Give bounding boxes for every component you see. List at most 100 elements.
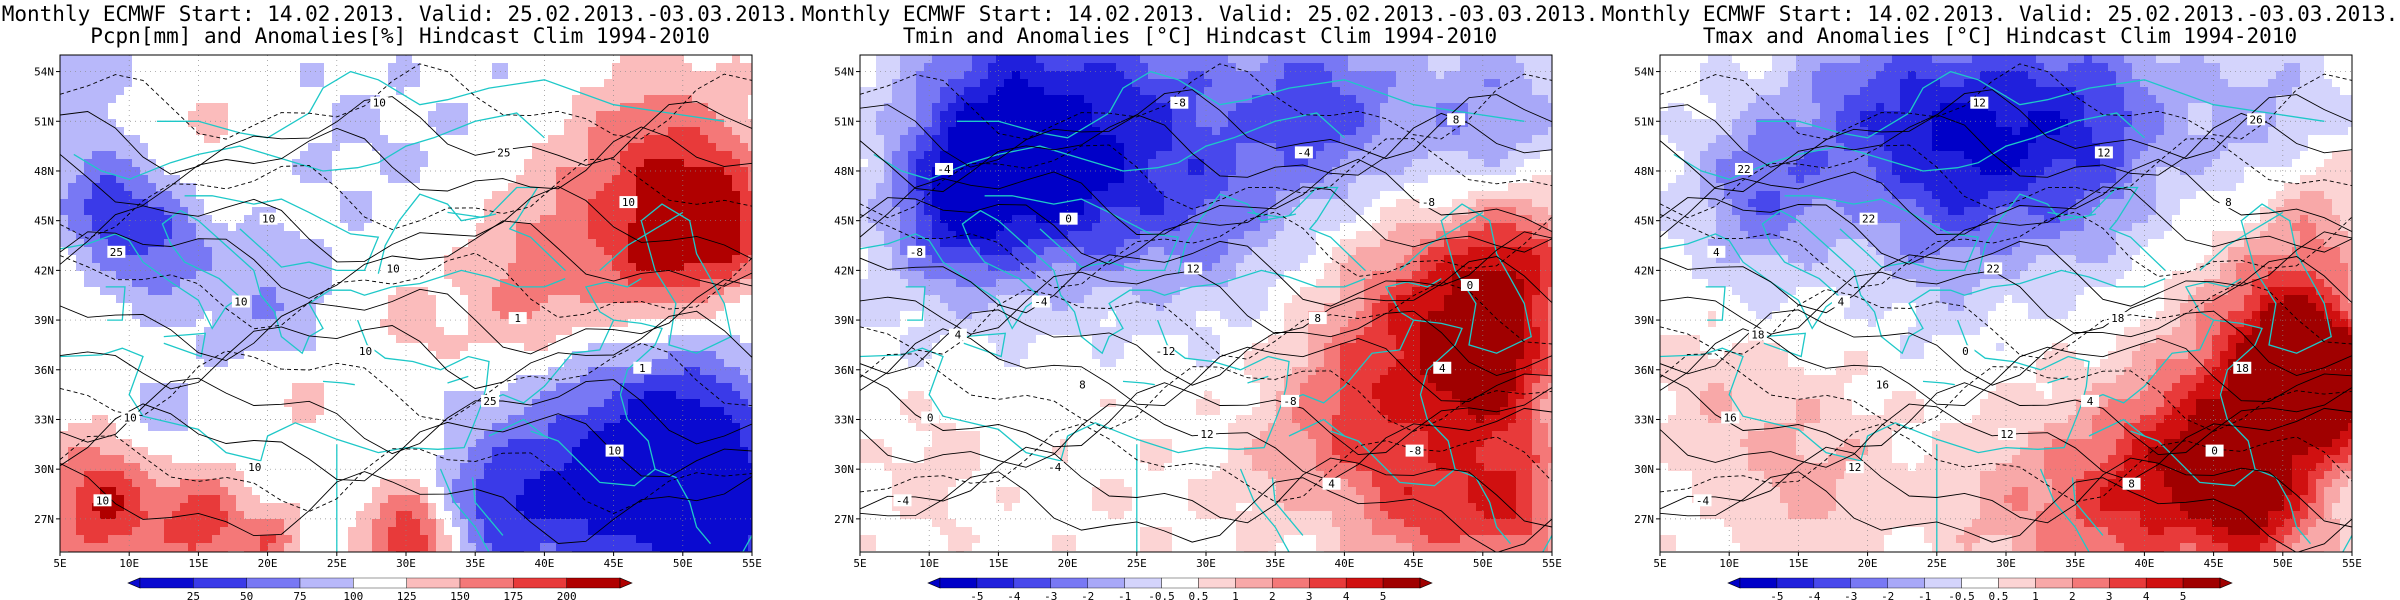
contour-label-bg bbox=[1831, 295, 1850, 308]
lon-tick-label: 5E bbox=[1653, 557, 1666, 570]
contour-label-bg bbox=[384, 262, 403, 275]
contour-label: 1 bbox=[514, 312, 521, 325]
colorbar-label: -4 bbox=[1007, 590, 1021, 600]
contour-label-bg bbox=[1073, 378, 1092, 391]
colorbar-arrow-right bbox=[2219, 577, 2233, 589]
tmax-map: -404044812121216181822222226812161854N51… bbox=[1634, 54, 2362, 600]
contour-label: 10 bbox=[124, 411, 137, 424]
contour-label: 4 bbox=[955, 329, 962, 342]
panel-title-line2: Pcpn[mm] and Anomalies[%] Hindcast Clim … bbox=[90, 24, 710, 48]
panel-precip: Monthly ECMWF Start: 14.02.2013. Valid: … bbox=[0, 0, 800, 600]
colorbar-swatch bbox=[2182, 577, 2221, 589]
contour-label-bg bbox=[921, 411, 940, 424]
lon-tick-label: 35E bbox=[2065, 557, 2085, 570]
lat-tick-label: 39N bbox=[34, 314, 54, 327]
lon-tick-label: 35E bbox=[465, 557, 485, 570]
colorbar-label: 4 bbox=[1343, 590, 1350, 600]
lon-tick-label: 15E bbox=[1788, 557, 1808, 570]
contour-label-bg bbox=[1748, 328, 1767, 341]
contour-label-bg bbox=[1170, 96, 1189, 109]
lon-tick-label: 15E bbox=[188, 557, 208, 570]
lon-tick-label: 20E bbox=[1058, 557, 1078, 570]
colorbar-label: 100 bbox=[343, 590, 363, 600]
contour-label-bg bbox=[1322, 477, 1341, 490]
contour-label-bg bbox=[1031, 295, 1050, 308]
colorbar-label: 0.5 bbox=[1989, 590, 2009, 600]
contour-label-bg bbox=[2108, 312, 2127, 325]
lon-tick-label: 10E bbox=[919, 557, 939, 570]
contour-label-bg bbox=[1045, 461, 1064, 474]
contour-label: 18 bbox=[2236, 362, 2249, 375]
colorbar-swatch bbox=[1013, 577, 1051, 589]
colorbar-label: 50 bbox=[240, 590, 253, 600]
lon-tick-label: 25E bbox=[327, 557, 347, 570]
colorbar-label: 200 bbox=[557, 590, 577, 600]
contour-label: 16 bbox=[1876, 378, 1889, 391]
contour-label: -8 bbox=[910, 246, 923, 259]
colorbar: -5 -4 -3 -2 -1 -0.5 0.5 1 2 3 4 5 bbox=[927, 577, 1433, 600]
contour-label: 10 bbox=[359, 345, 372, 358]
contour-label: 10 bbox=[248, 461, 261, 474]
colorbar-arrow-right bbox=[619, 577, 633, 589]
contour-label: -4 bbox=[1048, 461, 1062, 474]
contour-label: -4 bbox=[1696, 494, 1710, 507]
contour-label: 4 bbox=[1838, 296, 1845, 309]
lat-tick-label: 39N bbox=[834, 314, 854, 327]
lon-tick-label: 50E bbox=[2273, 557, 2293, 570]
colorbar-swatch bbox=[513, 577, 567, 589]
contour-label-bg bbox=[633, 361, 652, 374]
lat-tick-label: 27N bbox=[1634, 513, 1654, 526]
contour-label-bg bbox=[1184, 262, 1203, 275]
lon-tick-label: 55E bbox=[2342, 557, 2362, 570]
contour-label: -8 bbox=[1408, 445, 1421, 458]
lat-tick-label: 30N bbox=[34, 463, 54, 476]
contour-label-bg bbox=[1447, 113, 1466, 126]
colorbar-swatch bbox=[566, 577, 621, 589]
contour-label: 10 bbox=[234, 296, 247, 309]
panel-title-line1: Monthly ECMWF Start: 14.02.2013. Valid: … bbox=[1601, 2, 2399, 26]
colorbar-label: -2 bbox=[1881, 590, 1894, 600]
panel-tmax: Monthly ECMWF Start: 14.02.2013. Valid: … bbox=[1600, 0, 2400, 600]
contour-label: -4 bbox=[1297, 146, 1311, 159]
lat-tick-label: 51N bbox=[834, 115, 854, 128]
contour-label: 25 bbox=[110, 246, 123, 259]
contour-label: 10 bbox=[622, 196, 635, 209]
colorbar-label: 0.5 bbox=[1189, 590, 1209, 600]
lon-tick-label: 25E bbox=[1127, 557, 1147, 570]
colorbar-arrow-left bbox=[127, 577, 141, 589]
colorbar-label: -3 bbox=[1044, 590, 1057, 600]
contour-label-bg bbox=[1460, 278, 1479, 291]
contour-label: 0 bbox=[2211, 445, 2218, 458]
colorbar-label: -0.5 bbox=[1148, 590, 1175, 600]
contour-label: 12 bbox=[1187, 262, 1200, 275]
contour-label: 22 bbox=[1987, 262, 2000, 275]
colorbar-label: 3 bbox=[1306, 590, 1313, 600]
contour-labels: 10 10 25 10 10 25 10 25 10 10 10 1 1 10 10 bbox=[93, 96, 652, 507]
colorbar-swatch bbox=[1382, 577, 1421, 589]
lon-tick-label: 40E bbox=[1334, 557, 1354, 570]
contour-label-bg bbox=[2205, 444, 2224, 457]
contour-label-bg bbox=[370, 96, 389, 109]
contour-label: 0 bbox=[1467, 279, 1474, 292]
contour-label-bg bbox=[1859, 212, 1878, 225]
coastlines bbox=[60, 70, 752, 552]
contour-label: 22 bbox=[1737, 163, 1750, 176]
colorbar-label: -0.5 bbox=[1948, 590, 1975, 600]
contour-label: 22 bbox=[1862, 213, 1875, 226]
lat-tick-label: 54N bbox=[34, 66, 54, 79]
colorbar-swatch bbox=[139, 577, 194, 589]
contour-label-bg bbox=[2094, 146, 2113, 159]
contour-label-bg bbox=[948, 328, 967, 341]
contour-label: 8 bbox=[2128, 478, 2135, 491]
contour-label-bg bbox=[1156, 345, 1175, 358]
lat-tick-label: 27N bbox=[834, 513, 854, 526]
coastlines bbox=[860, 70, 1552, 552]
contour-label: 4 bbox=[2087, 395, 2094, 408]
contour-label: 10 bbox=[96, 494, 109, 507]
anomaly-field bbox=[860, 55, 1552, 552]
contour-label: -8 bbox=[1173, 97, 1186, 110]
colorbar-swatch bbox=[1309, 577, 1347, 589]
contour-label-bg bbox=[1308, 312, 1327, 325]
contour-label-bg bbox=[1294, 146, 1313, 159]
lon-tick-label: 45E bbox=[2204, 557, 2224, 570]
